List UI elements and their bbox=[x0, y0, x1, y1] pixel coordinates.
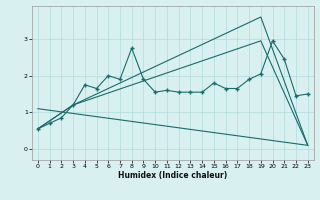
X-axis label: Humidex (Indice chaleur): Humidex (Indice chaleur) bbox=[118, 171, 228, 180]
